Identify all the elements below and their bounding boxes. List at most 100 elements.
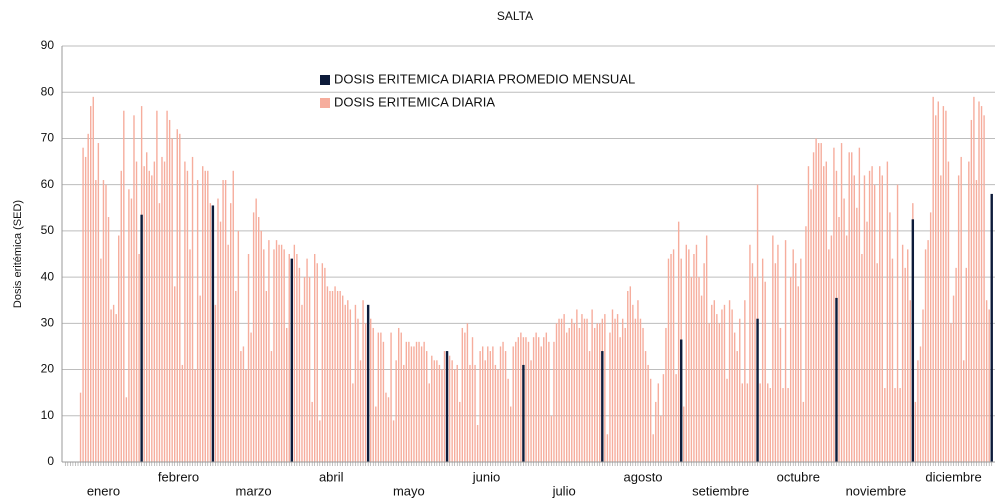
bar xyxy=(746,383,749,462)
y-tick-label: 70 xyxy=(41,131,55,145)
bar xyxy=(573,323,576,462)
bar xyxy=(489,351,492,462)
bar xyxy=(456,364,458,462)
bar xyxy=(265,290,268,462)
bar xyxy=(698,277,700,462)
bar xyxy=(705,235,708,462)
bar xyxy=(739,318,741,462)
bar xyxy=(591,309,593,462)
y-axis-label: Dosis eritémica (SED) xyxy=(12,200,24,308)
bar xyxy=(721,309,723,462)
bar xyxy=(415,341,418,462)
legend-label: DOSIS ERITEMICA DIARIA xyxy=(334,94,495,109)
bar xyxy=(166,110,168,462)
bar xyxy=(611,309,614,462)
legend-swatch xyxy=(320,75,330,85)
bar xyxy=(657,383,660,462)
bar xyxy=(280,244,283,462)
bar xyxy=(876,263,878,462)
bar xyxy=(423,341,425,462)
bar xyxy=(853,175,855,462)
bar xyxy=(845,235,848,462)
bar xyxy=(820,143,822,463)
bar xyxy=(227,244,229,462)
bar xyxy=(278,244,280,462)
y-tick-label: 10 xyxy=(41,408,55,422)
bar xyxy=(527,341,530,462)
bar xyxy=(858,147,861,462)
bar xyxy=(708,323,710,462)
x-tick-label: julio xyxy=(552,483,576,498)
bar xyxy=(530,360,532,462)
bar xyxy=(833,147,835,462)
y-tick-label: 30 xyxy=(41,316,55,330)
bar xyxy=(825,161,827,463)
bar xyxy=(512,346,514,462)
bar xyxy=(540,346,542,462)
bar xyxy=(690,277,693,462)
bar xyxy=(235,290,237,462)
bar xyxy=(649,378,652,462)
bar xyxy=(873,184,876,462)
bar xyxy=(810,189,812,463)
bar xyxy=(448,355,451,462)
bar xyxy=(537,337,540,462)
bar xyxy=(812,152,815,463)
bar xyxy=(563,314,565,462)
bar xyxy=(769,388,771,462)
bar xyxy=(614,318,616,462)
bar xyxy=(553,341,555,462)
bar xyxy=(420,346,423,462)
bar xyxy=(588,351,591,462)
bar xyxy=(741,383,743,462)
bar xyxy=(945,110,947,462)
bar xyxy=(148,170,150,463)
bar xyxy=(644,351,647,462)
bar xyxy=(581,314,583,462)
x-tick-label: marzo xyxy=(236,483,272,498)
bar xyxy=(550,415,553,462)
bar xyxy=(189,249,191,462)
bar xyxy=(497,369,499,462)
bar xyxy=(395,360,397,462)
bar xyxy=(286,327,288,462)
bar xyxy=(667,258,670,462)
bar xyxy=(688,249,690,462)
bar xyxy=(975,180,978,463)
bar xyxy=(545,332,548,462)
y-tick-label: 0 xyxy=(47,454,54,468)
bar xyxy=(777,244,779,462)
bar xyxy=(848,152,850,463)
bar xyxy=(364,323,367,462)
bar xyxy=(504,351,507,462)
bar xyxy=(919,346,922,462)
bar xyxy=(359,360,362,462)
bar xyxy=(260,230,262,462)
bar xyxy=(382,341,385,462)
bar xyxy=(135,161,138,463)
bar xyxy=(298,267,301,462)
bar xyxy=(952,295,955,462)
y-tick-label: 80 xyxy=(41,84,55,98)
bar xyxy=(273,249,275,462)
bar xyxy=(484,360,486,462)
bar xyxy=(408,341,410,462)
legend-label: DOSIS ERITEMICA DIARIA PROMEDIO MENSUAL xyxy=(334,71,635,86)
bar xyxy=(548,341,550,462)
bar xyxy=(675,374,677,462)
bar xyxy=(314,254,316,462)
bar xyxy=(481,346,484,462)
bar xyxy=(532,337,535,462)
bar xyxy=(525,337,527,462)
bar xyxy=(369,318,372,462)
bar xyxy=(904,267,906,462)
bar xyxy=(543,337,545,462)
bar xyxy=(441,369,443,462)
bar xyxy=(517,337,520,462)
bar xyxy=(652,434,654,462)
bar xyxy=(97,143,100,463)
bar xyxy=(840,143,843,463)
bar xyxy=(609,332,611,462)
bar xyxy=(120,170,122,463)
